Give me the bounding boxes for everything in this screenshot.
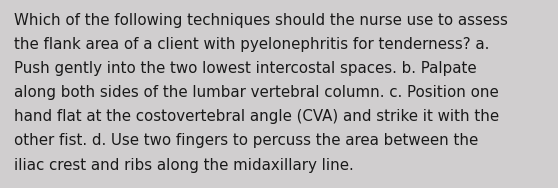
Text: Push gently into the two lowest intercostal spaces. b. Palpate: Push gently into the two lowest intercos… (14, 61, 477, 76)
Text: along both sides of the lumbar vertebral column. c. Position one: along both sides of the lumbar vertebral… (14, 85, 499, 100)
Text: hand flat at the costovertebral angle (CVA) and strike it with the: hand flat at the costovertebral angle (C… (14, 109, 499, 124)
Text: iliac crest and ribs along the midaxillary line.: iliac crest and ribs along the midaxilla… (14, 158, 354, 173)
Text: Which of the following techniques should the nurse use to assess: Which of the following techniques should… (14, 13, 508, 28)
Text: the flank area of a client with pyelonephritis for tenderness? a.: the flank area of a client with pyelonep… (14, 37, 489, 52)
Text: other fist. d. Use two fingers to percuss the area between the: other fist. d. Use two fingers to percus… (14, 133, 478, 149)
